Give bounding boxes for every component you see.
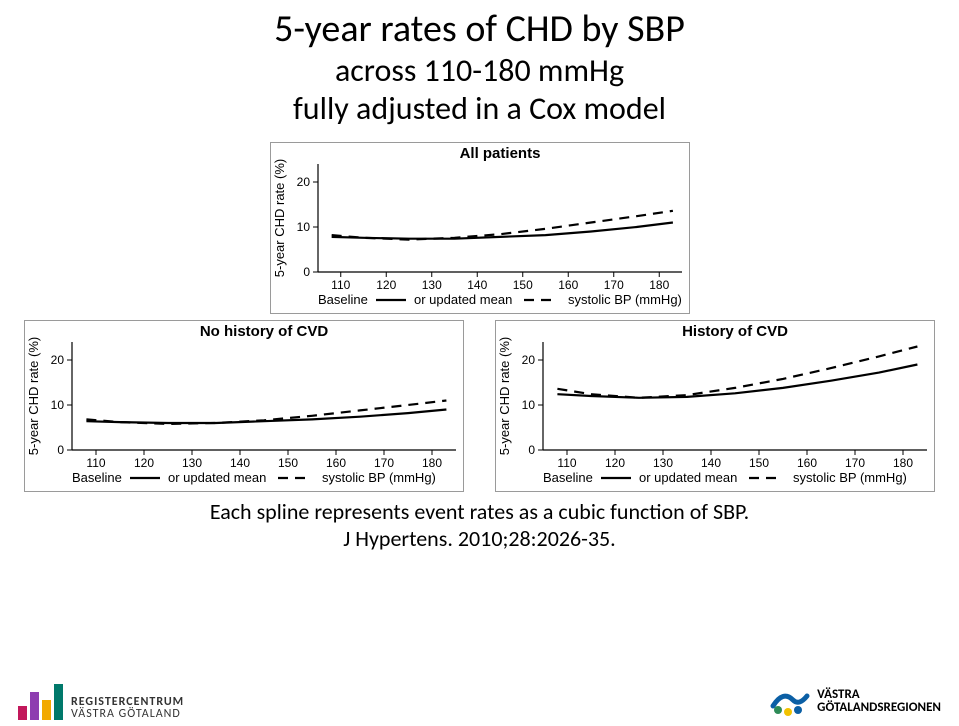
svg-text:5-year CHD rate (%): 5-year CHD rate (%) (26, 337, 41, 455)
logo-right-line2: GÖTALANDSREGIONEN (817, 701, 941, 714)
footer: REGISTERCENTRUM VÄSTRA GÖTALAND VÄSTRA G… (0, 676, 959, 720)
logo-left-text: REGISTERCENTRUM VÄSTRA GÖTALAND (71, 696, 184, 720)
svg-text:180: 180 (893, 456, 913, 470)
svg-text:140: 140 (701, 456, 721, 470)
svg-text:20: 20 (296, 175, 310, 189)
svg-text:140: 140 (467, 278, 487, 292)
title-line-1: 5-year rates of CHD by SBP (0, 8, 959, 52)
svg-text:Baseline: Baseline (72, 470, 122, 485)
svg-text:130: 130 (182, 456, 202, 470)
chart-row-bottom: No history of CVD 110 120 130 140 150 160 170 18… (0, 320, 959, 492)
svg-text:Baseline: Baseline (543, 470, 593, 485)
svg-text:10: 10 (51, 398, 65, 412)
svg-text:150: 150 (749, 456, 769, 470)
svg-text:No history of CVD: No history of CVD (200, 323, 329, 340)
vgr-symbol-icon (769, 682, 811, 720)
svg-text:110: 110 (331, 278, 350, 292)
svg-text:120: 120 (134, 456, 154, 470)
svg-text:160: 160 (558, 278, 578, 292)
svg-text:10: 10 (296, 220, 310, 234)
svg-text:120: 120 (376, 278, 396, 292)
chart-no-cvd-wrap: No history of CVD 110 120 130 140 150 160 170 18… (24, 320, 464, 492)
svg-text:130: 130 (421, 278, 441, 292)
svg-text:130: 130 (653, 456, 673, 470)
svg-text:170: 170 (845, 456, 865, 470)
svg-text:160: 160 (326, 456, 346, 470)
svg-text:or updated mean: or updated mean (168, 470, 266, 485)
svg-text:Baseline: Baseline (318, 292, 368, 307)
logo-vgr: VÄSTRA GÖTALANDSREGIONEN (769, 682, 941, 720)
svg-text:systolic BP (mmHg): systolic BP (mmHg) (793, 470, 907, 485)
svg-text:150: 150 (512, 278, 532, 292)
svg-text:All patients: All patients (459, 145, 540, 162)
svg-text:120: 120 (605, 456, 625, 470)
title-line-3: fully adjusted in a Cox model (0, 90, 959, 128)
title-line-2: across 110-180 mmHg (0, 52, 959, 90)
citation-text: J Hypertens. 2010;28:2026-35. (0, 525, 959, 552)
svg-text:180: 180 (649, 278, 669, 292)
logo-left-line2: VÄSTRA GÖTALAND (71, 708, 184, 720)
logo-bars-icon (18, 684, 63, 720)
chart-no-cvd: No history of CVD 110 120 130 140 150 160 170 18… (24, 320, 464, 492)
svg-text:110: 110 (86, 456, 105, 470)
svg-text:5-year CHD rate (%): 5-year CHD rate (%) (272, 159, 287, 277)
svg-text:150: 150 (278, 456, 298, 470)
svg-text:systolic BP (mmHg): systolic BP (mmHg) (322, 470, 436, 485)
svg-text:160: 160 (797, 456, 817, 470)
title-block: 5-year rates of CHD by SBP across 110-18… (0, 0, 959, 128)
svg-text:10: 10 (522, 398, 536, 412)
logo-right-text: VÄSTRA GÖTALANDSREGIONEN (817, 688, 941, 714)
svg-text:20: 20 (522, 353, 536, 367)
chart-cvd: History of CVD 110 120 130 140 150 160 170 180 0 1… (495, 320, 935, 492)
svg-text:0: 0 (303, 265, 310, 279)
svg-text:170: 170 (374, 456, 394, 470)
caption-text: Each spline represents event rates as a … (0, 498, 959, 525)
logo-registercentrum: REGISTERCENTRUM VÄSTRA GÖTALAND (18, 684, 184, 720)
svg-text:0: 0 (528, 443, 535, 457)
chart-all-patients-wrap: All patients 110 120 130 140 150 160 170 180 0 10 2… (270, 142, 690, 314)
chart-all-patients: All patients 110 120 130 140 150 160 170 180 0 10 2… (270, 142, 690, 314)
svg-text:20: 20 (51, 353, 65, 367)
svg-text:History of CVD: History of CVD (682, 323, 788, 340)
svg-text:110: 110 (557, 456, 576, 470)
svg-text:or updated mean: or updated mean (639, 470, 737, 485)
svg-text:140: 140 (230, 456, 250, 470)
svg-text:5-year CHD rate (%): 5-year CHD rate (%) (497, 337, 512, 455)
svg-text:180: 180 (422, 456, 442, 470)
svg-text:or updated mean: or updated mean (414, 292, 512, 307)
svg-text:systolic BP (mmHg): systolic BP (mmHg) (568, 292, 682, 307)
chart-cvd-wrap: History of CVD 110 120 130 140 150 160 170 180 0 1… (495, 320, 935, 492)
svg-text:170: 170 (603, 278, 623, 292)
svg-text:0: 0 (57, 443, 64, 457)
